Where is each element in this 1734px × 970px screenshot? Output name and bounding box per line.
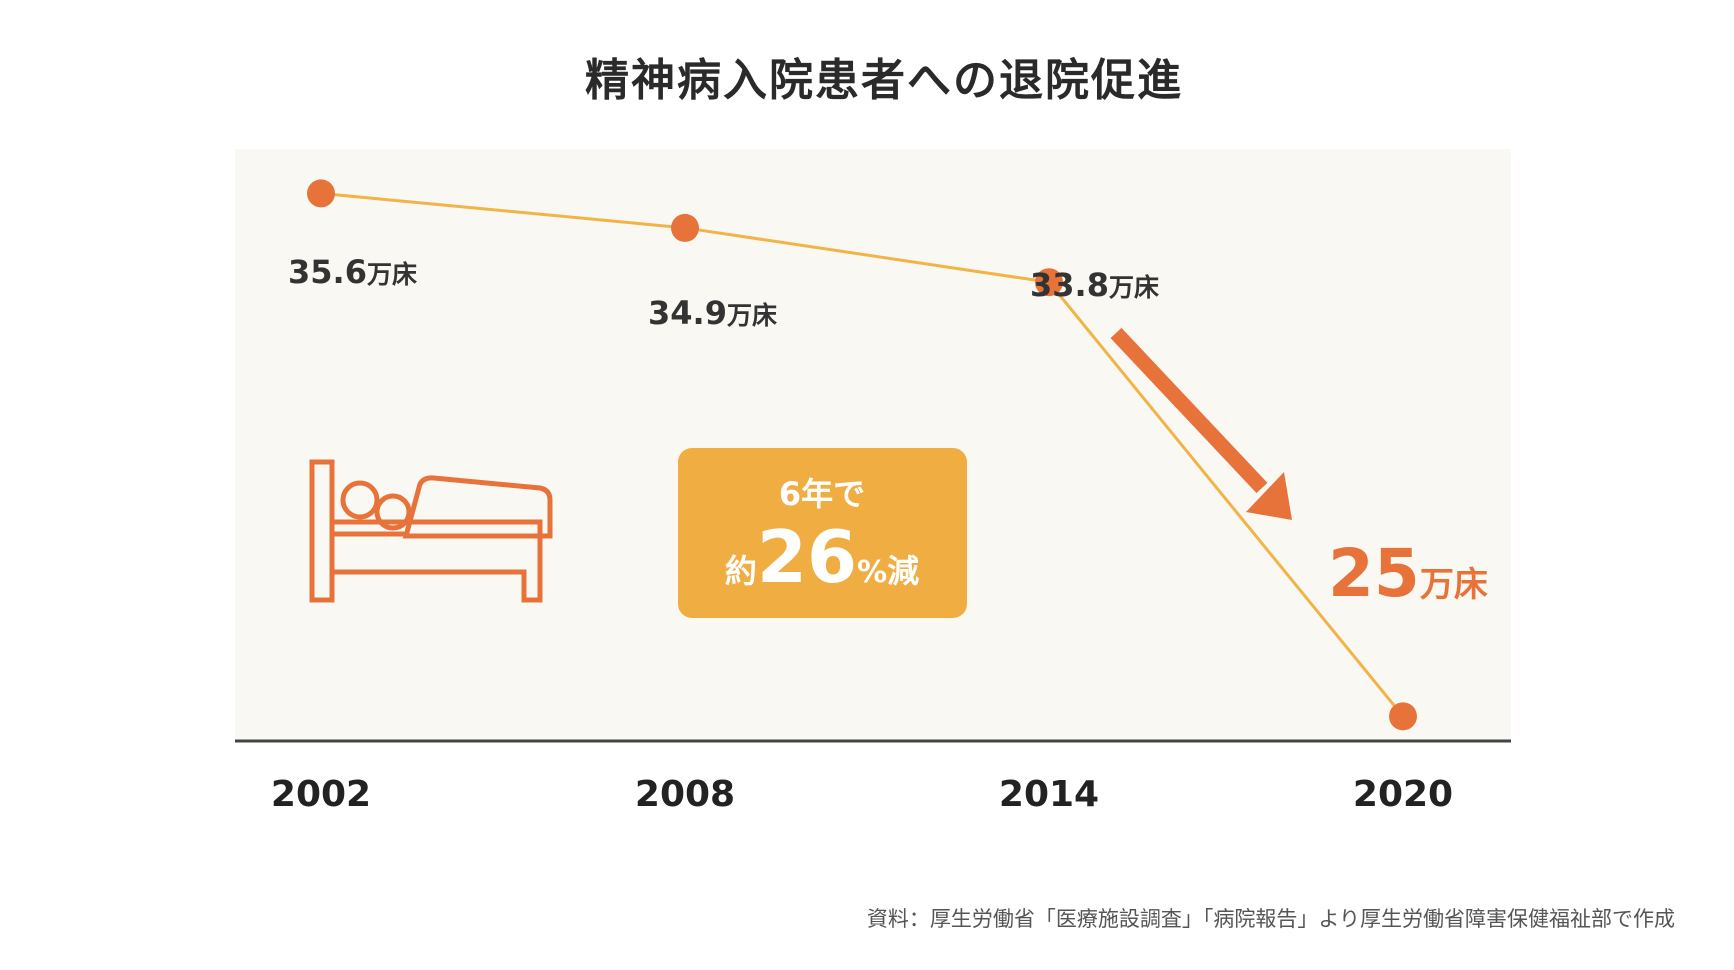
bed-frame	[309, 459, 543, 603]
data-point-2002	[307, 179, 335, 208]
pillow	[374, 493, 412, 531]
data-label-unit: 万床	[1109, 273, 1159, 302]
data-point-2008	[671, 213, 699, 242]
series-line	[320, 191, 1405, 718]
annotation-line2: 約26%減	[725, 515, 919, 599]
annotation-percent: %	[857, 555, 887, 590]
data-label-value: 33.8	[1030, 266, 1109, 304]
data-point-2020	[1389, 702, 1417, 731]
chart-title: 精神病入院患者への退院促進	[585, 55, 1183, 106]
data-label-unit: 万床	[367, 260, 417, 289]
x-tick-label: 2008	[635, 774, 735, 815]
x-tick-label: 2020	[1353, 774, 1453, 815]
data-label-value: 34.9	[648, 294, 727, 332]
annotation-box	[678, 448, 967, 618]
plot-background	[235, 149, 1511, 741]
blanket	[329, 475, 553, 539]
annotation-number: 26	[757, 515, 857, 599]
person-head	[340, 480, 380, 520]
data-label-value: 35.6	[288, 253, 367, 291]
annotation-suffix: 減	[887, 552, 919, 590]
x-tick-label: 2002	[271, 774, 371, 815]
annotation-prefix: 約	[725, 552, 757, 590]
trend-arrow-shaft	[1110, 327, 1268, 494]
data-label-2020: 25万床	[1328, 535, 1488, 612]
data-label-unit: 万床	[727, 301, 777, 330]
data-label: 35.6万床	[288, 253, 417, 291]
data-label: 33.8万床	[1030, 266, 1159, 304]
data-label: 34.9万床	[648, 294, 777, 332]
x-tick-label: 2014	[999, 774, 1099, 815]
data-label-value: 25	[1328, 535, 1420, 612]
data-label-unit: 万床	[1420, 565, 1488, 605]
trend-arrow-head	[1246, 472, 1292, 520]
data-point-2014	[1035, 268, 1063, 297]
annotation-line1: 6年で	[779, 475, 865, 513]
bed-icon	[309, 459, 553, 603]
source-note: 資料：厚生労働省「医療施設調査」「病院報告」より厚生労働省障害保健福祉部で作成	[866, 907, 1675, 931]
